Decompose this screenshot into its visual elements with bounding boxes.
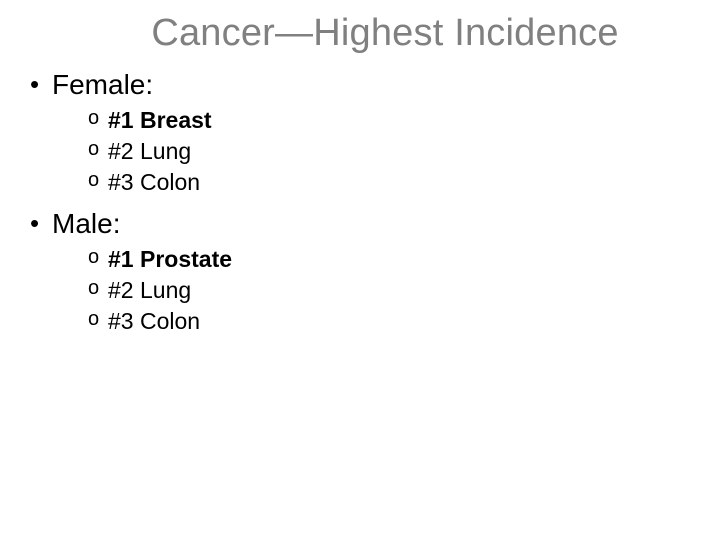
group-label: Female: (52, 69, 153, 100)
female-items: #1 Breast #2 Lung #3 Colon (52, 105, 690, 198)
group-label: Male: (52, 208, 120, 239)
group-male: Male: #1 Prostate #2 Lung #3 Colon (30, 208, 690, 337)
list-item: #2 Lung (52, 275, 690, 306)
item-rank: #3 (108, 169, 134, 195)
item-name: Lung (140, 277, 191, 303)
male-items: #1 Prostate #2 Lung #3 Colon (52, 244, 690, 337)
group-female: Female: #1 Breast #2 Lung #3 Colon (30, 69, 690, 198)
item-name: Breast (140, 107, 212, 133)
item-rank: #1 (108, 246, 134, 272)
item-name: Colon (140, 169, 200, 195)
item-name: Lung (140, 138, 191, 164)
list-item: #1 Prostate (52, 244, 690, 275)
item-rank: #3 (108, 308, 134, 334)
group-list: Female: #1 Breast #2 Lung #3 Colon Male: (30, 69, 690, 337)
list-item: #3 Colon (52, 306, 690, 337)
item-name: Colon (140, 308, 200, 334)
item-rank: #1 (108, 107, 134, 133)
list-item: #3 Colon (52, 167, 690, 198)
slide: Cancer—Highest Incidence Female: #1 Brea… (0, 0, 720, 540)
list-item: #1 Breast (52, 105, 690, 136)
slide-title: Cancer—Highest Incidence (80, 12, 690, 55)
item-rank: #2 (108, 138, 134, 164)
item-name: Prostate (140, 246, 232, 272)
item-rank: #2 (108, 277, 134, 303)
list-item: #2 Lung (52, 136, 690, 167)
